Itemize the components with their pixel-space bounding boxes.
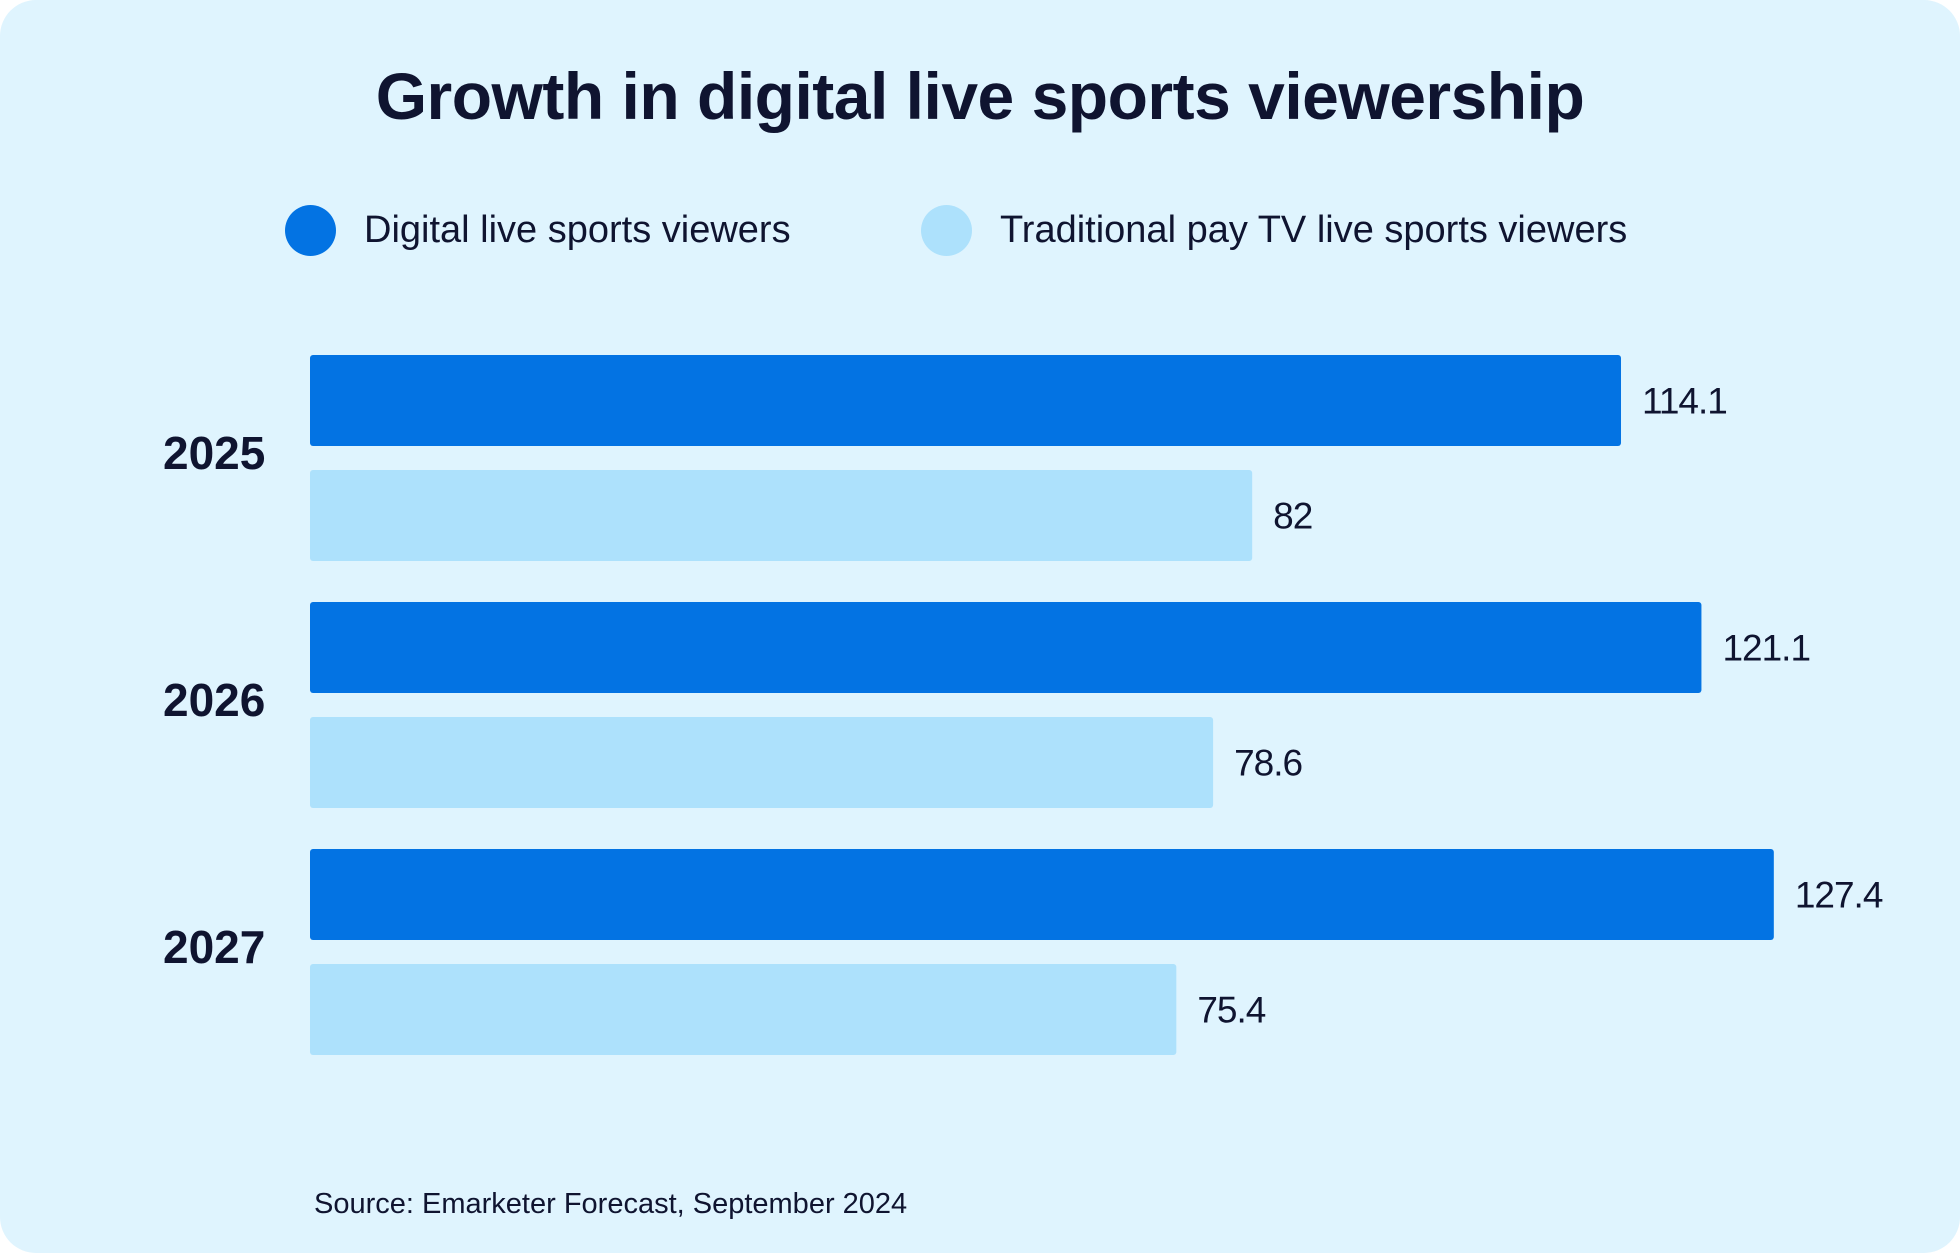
legend-dot-icon: [285, 204, 336, 256]
source-note: Source: Emarketer Forecast, September 20…: [314, 1188, 908, 1220]
legend-item-traditional: Traditional pay TV live sports viewers: [921, 204, 1627, 256]
bar-2026-series-1: [310, 602, 1702, 693]
category-label-2026: 2026: [163, 674, 265, 726]
bar-2027-series-2: [310, 964, 1177, 1055]
category-label-2025: 2025: [163, 427, 265, 479]
legend-dot-icon: [921, 204, 972, 256]
legend-label: Traditional pay TV live sports viewers: [1000, 208, 1628, 251]
data-label-2026-series-1: 121.1: [1722, 628, 1810, 669]
legend-label: Digital live sports viewers: [364, 208, 791, 251]
data-label-2026-series-2: 78.6: [1234, 743, 1302, 784]
legend-item-digital: Digital live sports viewers: [285, 204, 791, 256]
bar-2025-series-1: [310, 355, 1622, 446]
data-label-2025-series-1: 114.1: [1642, 381, 1727, 422]
bar-2027-series-1: [310, 849, 1774, 940]
data-label-2025-series-2: 82: [1273, 496, 1312, 537]
data-label-2027-series-1: 127.4: [1795, 875, 1883, 916]
category-label-2027: 2027: [163, 921, 265, 973]
chart-title: Growth in digital live sports viewership: [375, 59, 1585, 133]
bar-2026-series-2: [310, 717, 1214, 808]
bar-2025-series-2: [310, 470, 1253, 561]
data-label-2027-series-2: 75.4: [1197, 990, 1265, 1031]
